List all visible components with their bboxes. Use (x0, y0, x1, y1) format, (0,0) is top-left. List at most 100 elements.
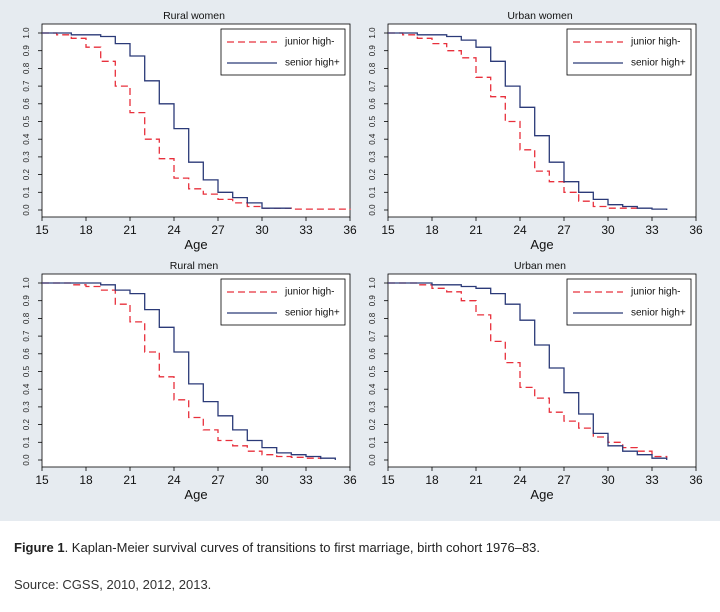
series-line-senior (42, 32, 292, 209)
x-tick-label: 27 (211, 473, 225, 487)
y-tick-label: 0.2 (368, 168, 377, 180)
y-tick-label: 0.9 (22, 45, 31, 57)
y-tick-label: 0.5 (22, 365, 31, 377)
chart-panel: Rural men 0.0 0.1 0.2 0.3 0.4 0.5 0.6 0.7 0.8 0.9 1… (22, 260, 357, 502)
series-line-senior (388, 32, 668, 210)
x-tick-label: 27 (557, 223, 571, 237)
x-tick-label: 36 (689, 223, 703, 237)
y-tick-label: 1.0 (22, 277, 31, 289)
y-tick-label: 0.8 (368, 62, 377, 74)
y-tick-label: 0.8 (22, 312, 31, 324)
x-tick-label: 36 (343, 473, 357, 487)
y-tick-label: 0.9 (368, 295, 377, 307)
x-tick-label: 33 (299, 223, 313, 237)
x-tick-label: 36 (689, 473, 703, 487)
x-tick-label: 15 (381, 223, 395, 237)
y-tick-label: 0.1 (22, 436, 31, 448)
y-tick-label: 0.9 (368, 45, 377, 57)
legend-label: senior high+ (285, 308, 340, 319)
x-tick-label: 21 (123, 473, 137, 487)
x-tick-label: 33 (645, 223, 659, 237)
y-tick-label: 1.0 (368, 277, 377, 289)
legend-label: junior high- (630, 37, 680, 48)
y-tick-label: 0.4 (22, 383, 31, 395)
y-tick-label: 0.1 (22, 186, 31, 198)
x-tick-label: 21 (469, 473, 483, 487)
y-tick-label: 0.3 (368, 401, 377, 413)
x-tick-label: 24 (167, 223, 181, 237)
x-tick-label: 15 (35, 473, 49, 487)
legend-label: junior high- (284, 37, 334, 48)
x-tick-label: 24 (167, 473, 181, 487)
legend-box (566, 278, 692, 326)
source-note: Source: CGSS, 2010, 2012, 2013. (14, 577, 212, 592)
x-tick-label: 33 (645, 473, 659, 487)
x-tick-label: 18 (425, 223, 439, 237)
x-tick-label: 15 (35, 223, 49, 237)
y-tick-label: 0.1 (368, 186, 377, 198)
y-tick-label: 0.2 (22, 418, 31, 430)
y-tick-label: 0.5 (368, 115, 377, 127)
y-tick-label: 0.0 (22, 454, 31, 466)
y-tick-label: 0.3 (22, 151, 31, 163)
x-tick-label: 33 (299, 473, 313, 487)
chart-title: Rural men (170, 260, 219, 272)
y-tick-label: 0.0 (368, 204, 377, 216)
series-line-senior (388, 282, 668, 460)
x-axis-label: Age (530, 487, 553, 502)
x-tick-label: 24 (513, 223, 527, 237)
x-tick-label: 30 (601, 223, 615, 237)
y-tick-label: 0.4 (368, 383, 377, 395)
series-line-junior (388, 32, 638, 210)
y-tick-label: 0.3 (22, 401, 31, 413)
chart-panel: Rural women 0.0 0.1 0.2 0.3 0.4 0.5 0.6 0.7 0.8 0.… (22, 10, 357, 252)
y-tick-label: 0.7 (22, 80, 31, 92)
y-tick-label: 0.7 (368, 330, 377, 342)
figure-caption: Figure 1. Kaplan-Meier survival curves o… (14, 540, 540, 555)
y-tick-label: 0.2 (22, 168, 31, 180)
chart-panel: Urban women 0.0 0.1 0.2 0.3 0.4 0.5 0.6 0.7 0.8 0.… (368, 10, 703, 252)
x-axis-label: Age (184, 237, 207, 252)
chart-title: Urban men (514, 260, 566, 272)
legend-label: senior high+ (285, 58, 340, 69)
x-tick-label: 18 (79, 223, 93, 237)
y-tick-label: 0.6 (368, 348, 377, 360)
x-axis-label: Age (530, 237, 553, 252)
y-tick-label: 0.1 (368, 436, 377, 448)
y-tick-label: 0.2 (368, 418, 377, 430)
chart-panel: Urban men 0.0 0.1 0.2 0.3 0.4 0.5 0.6 0.7 0.8 0.9 1… (368, 260, 703, 502)
legend-label: senior high+ (631, 308, 686, 319)
y-tick-label: 0.5 (368, 365, 377, 377)
x-axis-label: Age (184, 487, 207, 502)
y-tick-label: 0.3 (368, 151, 377, 163)
legend-label: senior high+ (631, 58, 686, 69)
legend-box (220, 28, 346, 76)
figure-label: Figure 1 (14, 540, 65, 555)
x-tick-label: 18 (79, 473, 93, 487)
legend-label: junior high- (284, 287, 334, 298)
x-tick-label: 36 (343, 223, 357, 237)
y-tick-label: 0.6 (22, 348, 31, 360)
y-tick-label: 1.0 (368, 27, 377, 39)
chart-title: Rural women (163, 10, 225, 22)
y-tick-label: 0.4 (368, 133, 377, 145)
y-tick-label: 0.0 (22, 204, 31, 216)
series-line-junior (42, 32, 351, 210)
y-tick-label: 1.0 (22, 27, 31, 39)
x-tick-label: 21 (469, 223, 483, 237)
y-tick-label: 0.5 (22, 115, 31, 127)
legend-box (566, 28, 692, 76)
y-tick-label: 0.9 (22, 295, 31, 307)
y-tick-label: 0.6 (22, 98, 31, 110)
y-tick-label: 0.8 (22, 62, 31, 74)
chart-title: Urban women (507, 10, 573, 22)
x-tick-label: 18 (425, 473, 439, 487)
caption-text: . Kaplan-Meier survival curves of transi… (64, 540, 541, 555)
x-tick-label: 30 (255, 223, 269, 237)
x-tick-label: 30 (255, 473, 269, 487)
legend-box (220, 278, 346, 326)
series-line-senior (42, 282, 336, 460)
x-tick-label: 30 (601, 473, 615, 487)
x-tick-label: 27 (557, 473, 571, 487)
x-tick-label: 24 (513, 473, 527, 487)
